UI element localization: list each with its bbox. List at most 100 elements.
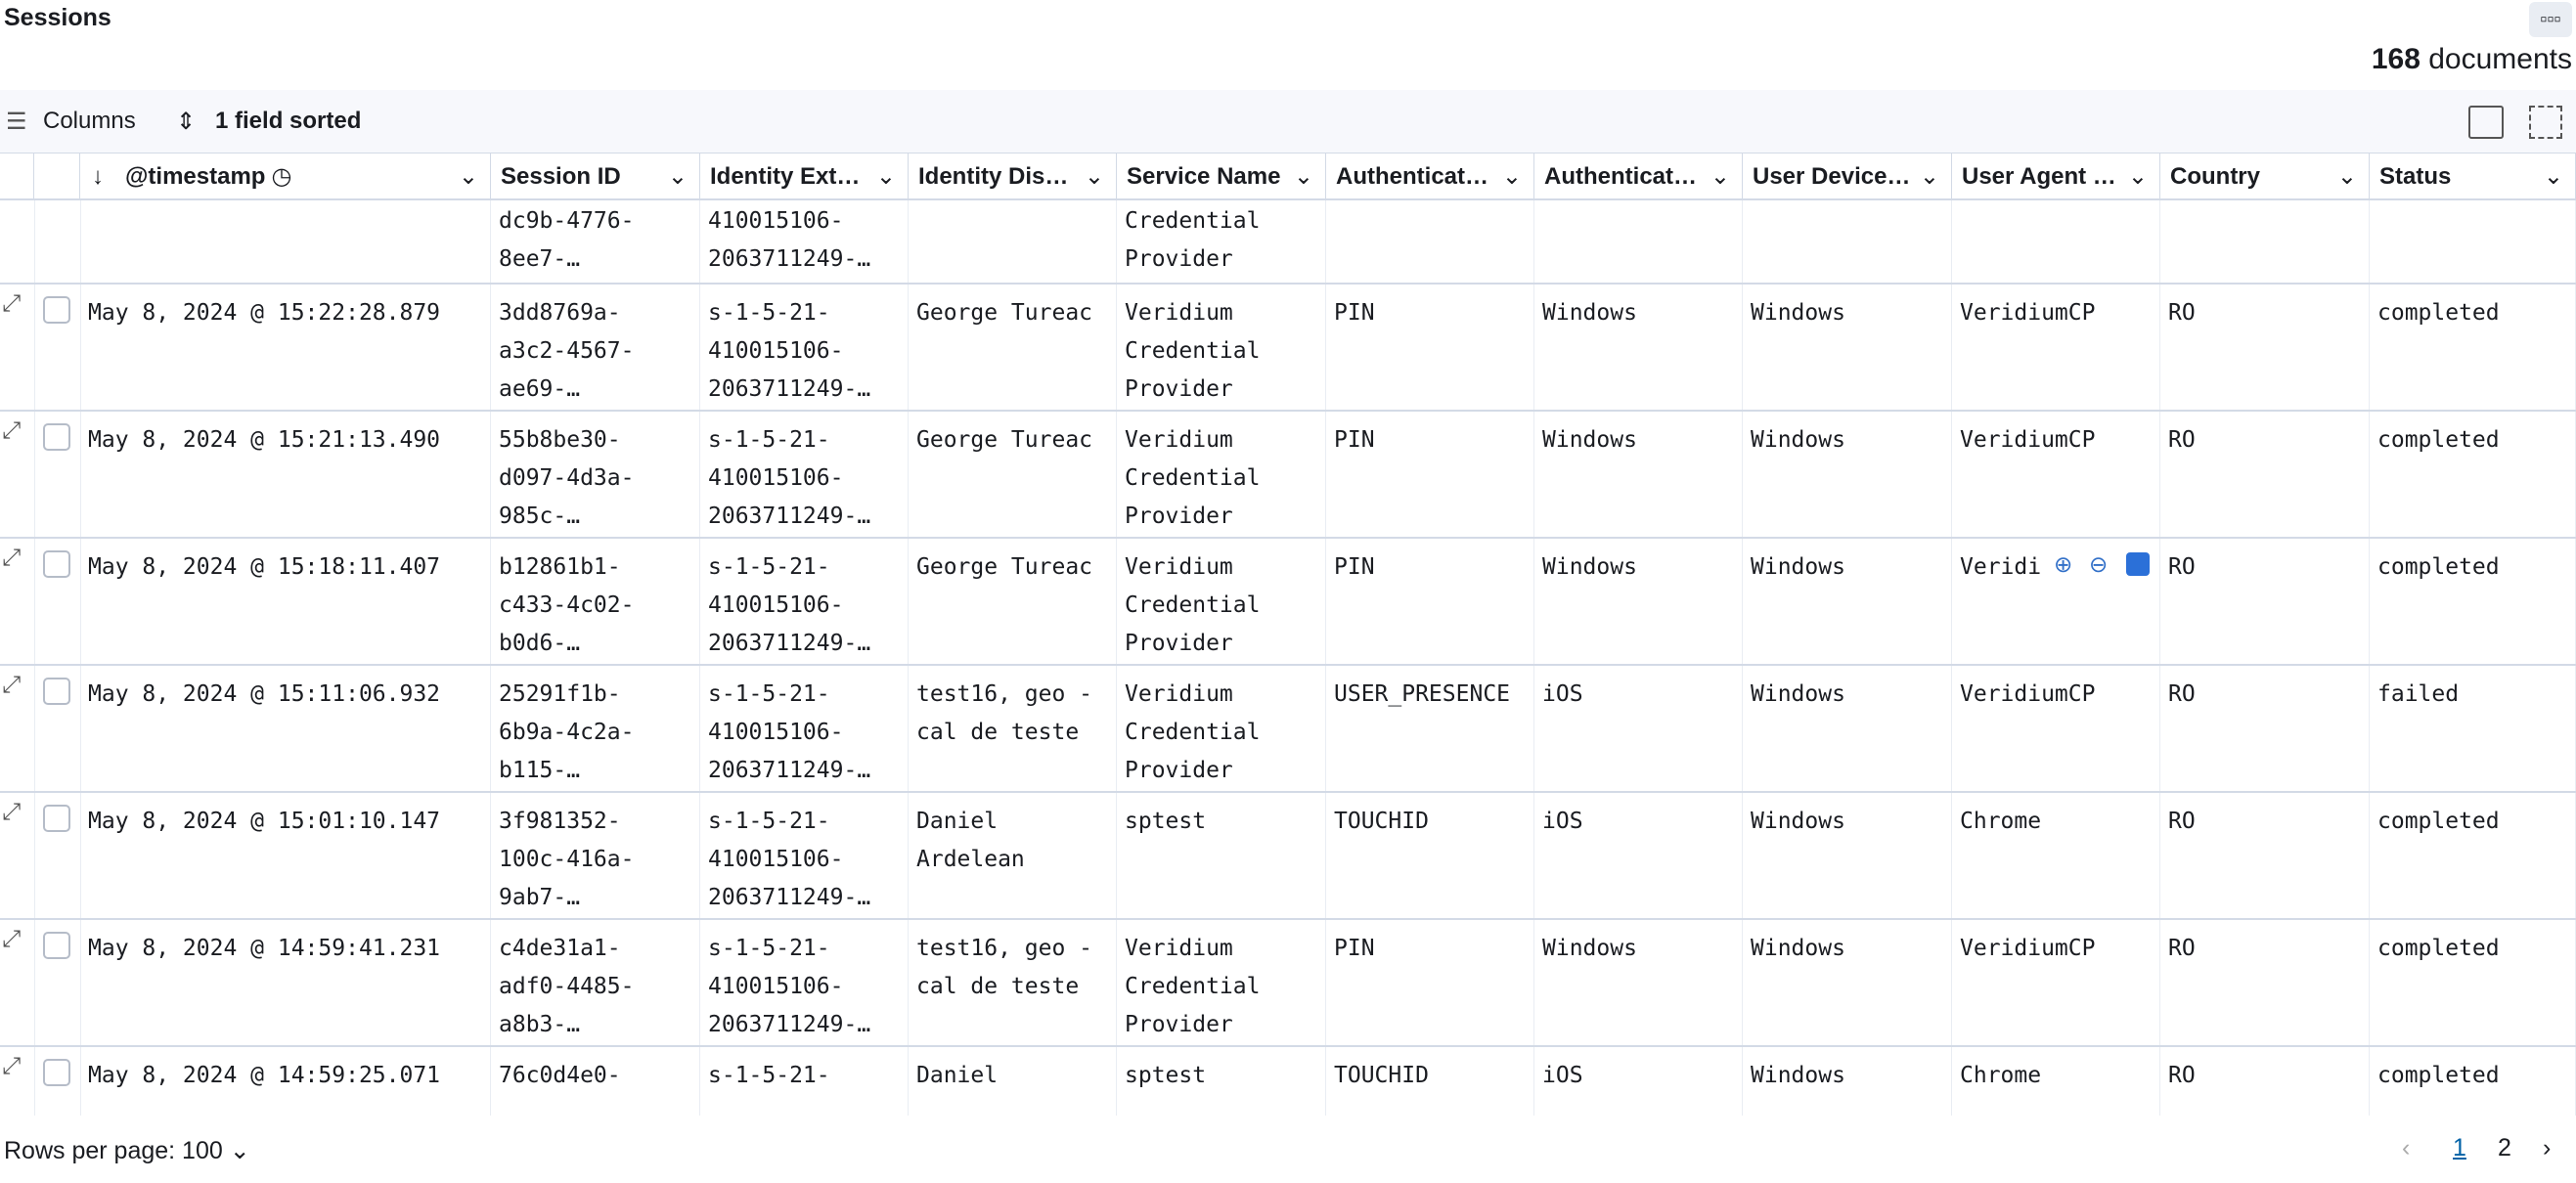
table-row: ⤢ May 8, 2024 @ 15:01:10.147 3f981352- 100… <box>0 793 2576 920</box>
column-menu[interactable]: ⌄ <box>1084 163 1104 190</box>
row-checkbox[interactable] <box>43 932 70 959</box>
cell <box>34 1047 81 1116</box>
column-header[interactable]: Identity Dis… ⌄ <box>909 153 1117 200</box>
column-menu[interactable]: ⌄ <box>2336 163 2357 190</box>
page-link[interactable]: 1 <box>2453 1134 2466 1161</box>
table-row: ⤢ May 8, 2024 @ 15:18:11.407 b12861b1- c43… <box>0 539 2576 666</box>
column-menu[interactable]: ⌄ <box>875 163 896 190</box>
columns-button[interactable]: Columns <box>43 108 136 134</box>
rows-per-page[interactable]: Rows per page: 100 ⌄ <box>4 1137 250 1164</box>
table-cell: dc9b-4776- 8ee7-… <box>491 200 700 283</box>
table-cell <box>1326 200 1534 283</box>
column-menu[interactable]: ⌄ <box>1293 163 1313 190</box>
table-cell: George Tureac <box>909 539 1117 664</box>
count-label: documents <box>2428 43 2572 75</box>
table-cell: RO <box>2160 793 2370 918</box>
column-header[interactable]: Service Name ⌄ <box>1117 153 1326 200</box>
expand-button[interactable]: ⤢ <box>2 1053 22 1079</box>
table-cell <box>2370 200 2576 283</box>
table-cell: Veridium Credential Provider <box>1117 666 1326 791</box>
table-cell: completed <box>2370 793 2576 918</box>
table-cell: iOS <box>1534 666 1743 791</box>
toolbar: ☰ Columns ⇕ 1 field sorted <box>0 90 2576 153</box>
column-header[interactable]: Status ⌄ <box>2370 153 2576 200</box>
table-cell: 410015106- 2063711249-… <box>700 200 909 283</box>
row-checkbox[interactable] <box>43 296 70 324</box>
column-menu[interactable]: ⌄ <box>1919 163 1939 190</box>
expand-button[interactable]: ⤢ <box>2 799 22 825</box>
table-cell <box>1952 200 2160 283</box>
sort-button[interactable]: 1 field sorted <box>215 108 362 134</box>
expand-button[interactable]: ⤢ <box>2 672 22 698</box>
icon: ⇕ <box>176 109 197 135</box>
expand-button[interactable]: ⤢ <box>2 545 22 571</box>
fullscreen-button[interactable] <box>2529 106 2562 139</box>
cell <box>34 412 81 537</box>
table-cell: RO <box>2160 920 2370 1045</box>
table-cell: May 8, 2024 @ 15:21:13.490 <box>80 412 491 537</box>
table-row: ⤢ May 8, 2024 @ 15:11:06.932 25291f1b- 6b9… <box>0 666 2576 793</box>
expand-button[interactable]: ⤢ <box>2 926 22 952</box>
table-cell: Windows <box>1534 920 1743 1045</box>
column-header[interactable]: Session ID ⌄ <box>491 153 700 200</box>
column-header[interactable]: ↓ @timestamp ◷ ⌄ <box>80 153 491 200</box>
menu-button[interactable]: ▫▫▫ <box>2529 2 2572 37</box>
column-title: Authenticat… <box>1544 163 1697 190</box>
table-cell: Windows <box>1743 412 1952 537</box>
doc-count: 168 documents <box>2372 43 2572 76</box>
table-cell: s-1-5-21- 410015106- 2063711249-… <box>700 793 909 918</box>
prev-page[interactable]: ‹ <box>2402 1134 2411 1161</box>
table-cell: George Tureac <box>909 285 1117 410</box>
table-cell: RO <box>2160 539 2370 664</box>
row-checkbox[interactable] <box>43 423 70 451</box>
row-checkbox[interactable] <box>43 1059 70 1086</box>
table-row: ⤢ May 8, 2024 @ 14:59:41.231 c4de31a1- adf… <box>0 920 2576 1047</box>
table-cell: Veridium Credential Provider <box>1117 285 1326 410</box>
table-cell: PIN <box>1326 920 1534 1045</box>
column-menu[interactable]: ⌄ <box>667 163 688 190</box>
column-header[interactable]: User Agent … ⌄ <box>1952 153 2160 200</box>
table-cell: test16, geo - cal de teste <box>909 920 1117 1045</box>
column-menu[interactable]: ⌄ <box>1710 163 1730 190</box>
row-checkbox[interactable] <box>43 678 70 705</box>
title: Sessions <box>4 4 111 31</box>
next-page[interactable]: › <box>2543 1134 2552 1161</box>
table-cell: Veridium Credential Provider <box>1117 539 1326 664</box>
column-header[interactable]: Country ⌄ <box>2160 153 2370 200</box>
table-cell: May 8, 2024 @ 14:59:25.071 <box>80 1047 491 1116</box>
density-button[interactable] <box>2468 106 2504 139</box>
column-menu[interactable]: ⌄ <box>2127 163 2148 190</box>
table-cell: Veridium Credential Provider <box>1117 412 1326 537</box>
cell-action[interactable]: ⊖ <box>2089 552 2109 578</box>
column-menu[interactable]: ⌄ <box>1501 163 1522 190</box>
cell-expand[interactable] <box>2126 552 2150 576</box>
cell-action[interactable]: ⊕ <box>2054 552 2073 578</box>
table-cell: s-1-5-21- <box>700 1047 909 1116</box>
data-grid: ↓ @timestamp ◷ ⌄ Session ID ⌄ Identity Ext… ⌄ Id… <box>0 153 2576 1116</box>
row-checkbox[interactable] <box>43 805 70 832</box>
column-header[interactable]: Identity Ext… ⌄ <box>700 153 909 200</box>
column-header[interactable]: Authenticat… ⌄ <box>1534 153 1743 200</box>
table-cell: Chrome <box>1952 793 2160 918</box>
table-cell: Windows <box>1743 1047 1952 1116</box>
table-cell: VeridiumCP <box>1952 666 2160 791</box>
cell <box>0 666 35 791</box>
table-cell: 25291f1b- 6b9a-4c2a- b115-… <box>491 666 700 791</box>
column-title: User Device… <box>1753 163 1911 190</box>
page-link[interactable]: 2 <box>2498 1134 2511 1161</box>
table-cell: VeridiumCP <box>1952 285 2160 410</box>
rows-per-page-label: Rows per page: 100 <box>4 1137 223 1164</box>
column-header[interactable]: Authenticat… ⌄ <box>1326 153 1534 200</box>
column-menu[interactable]: ⌄ <box>458 163 478 190</box>
table-cell: completed <box>2370 285 2576 410</box>
table-cell: TOUCHID <box>1326 793 1534 918</box>
expand-button[interactable]: ⤢ <box>2 417 22 444</box>
expand-button[interactable]: ⤢ <box>2 290 22 317</box>
column-menu[interactable]: ⌄ <box>2543 163 2563 190</box>
row-checkbox[interactable] <box>43 550 70 578</box>
cell <box>0 412 35 537</box>
cell <box>0 285 35 410</box>
table-cell: VeridiumCP <box>1952 920 2160 1045</box>
column-header[interactable]: User Device… ⌄ <box>1743 153 1952 200</box>
table-cell: Windows <box>1743 920 1952 1045</box>
